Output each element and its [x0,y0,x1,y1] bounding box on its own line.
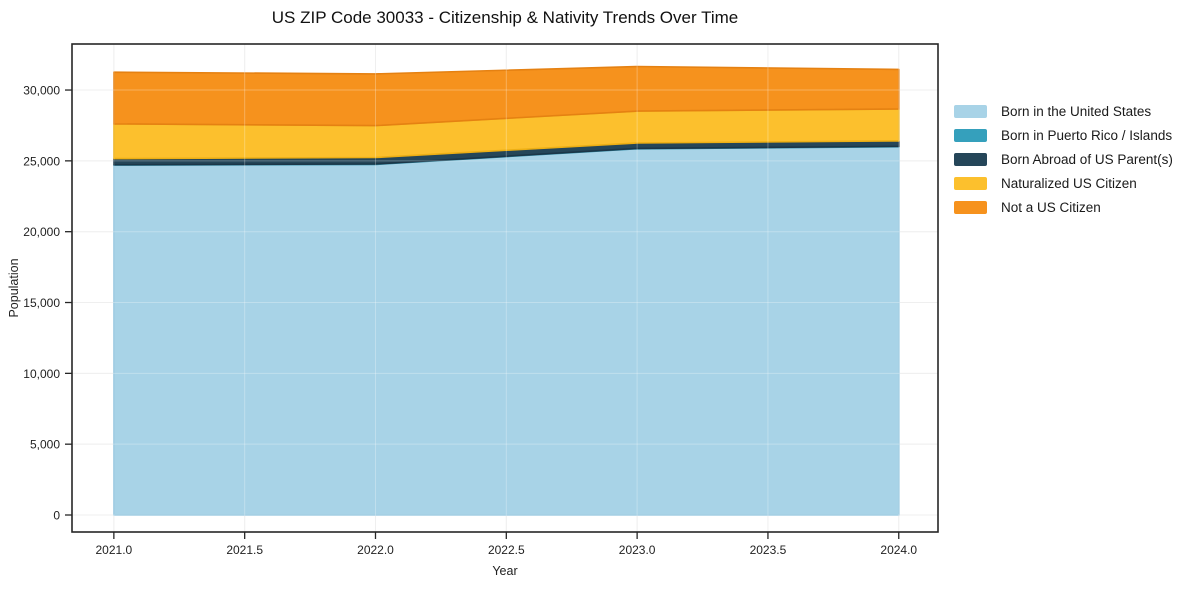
legend: Born in the United States Born in Puerto … [954,104,1173,224]
y-axis-label: Population [7,258,21,318]
x-tick-label: 2022.0 [357,543,394,557]
plot-frame [71,43,939,533]
y-tick-label: 0 [53,509,60,523]
chart-title: US ZIP Code 30033 - Citizenship & Nativi… [271,8,739,27]
legend-label: Naturalized US Citizen [1001,175,1137,191]
x-tick-label: 2023.0 [619,543,656,557]
x-tick-label: 2021.0 [96,543,133,557]
y-tick-label: 15,000 [23,296,60,310]
legend-label: Born in the United States [1001,103,1152,119]
y-tick-label: 20,000 [23,225,60,239]
y-tick-label: 10,000 [23,367,60,381]
x-axis-label: Year [492,564,518,578]
legend-label: Born in Puerto Rico / Islands [1001,127,1173,143]
legend-item-born-in-puerto-rico-islands: Born in Puerto Rico / Islands [954,127,1173,143]
x-tick-label: 2023.5 [750,543,787,557]
legend-label: Born Abroad of US Parent(s) [1001,151,1173,167]
x-tick-label: 2024.0 [880,543,917,557]
legend-swatch-icon [954,104,987,118]
y-tick-label: 30,000 [23,84,60,98]
legend-item-not-a-us-citizen: Not a US Citizen [954,199,1173,215]
legend-item-naturalized-us-citizen: Naturalized US Citizen [954,175,1173,191]
y-tick-label: 5,000 [30,438,60,452]
legend-label: Not a US Citizen [1001,199,1101,215]
x-tick-label: 2022.5 [488,543,525,557]
legend-swatch-icon [954,128,987,142]
x-tick-label: 2021.5 [226,543,263,557]
legend-item-born-abroad-of-us-parent-s: Born Abroad of US Parent(s) [954,151,1173,167]
legend-swatch-icon [954,200,987,214]
area-not-a-us-citizen [113,65,900,127]
legend-item-born-in-the-united-states: Born in the United States [954,103,1173,119]
y-tick-label: 25,000 [23,154,60,168]
legend-swatch-icon [954,152,987,166]
legend-swatch-icon [954,176,987,190]
